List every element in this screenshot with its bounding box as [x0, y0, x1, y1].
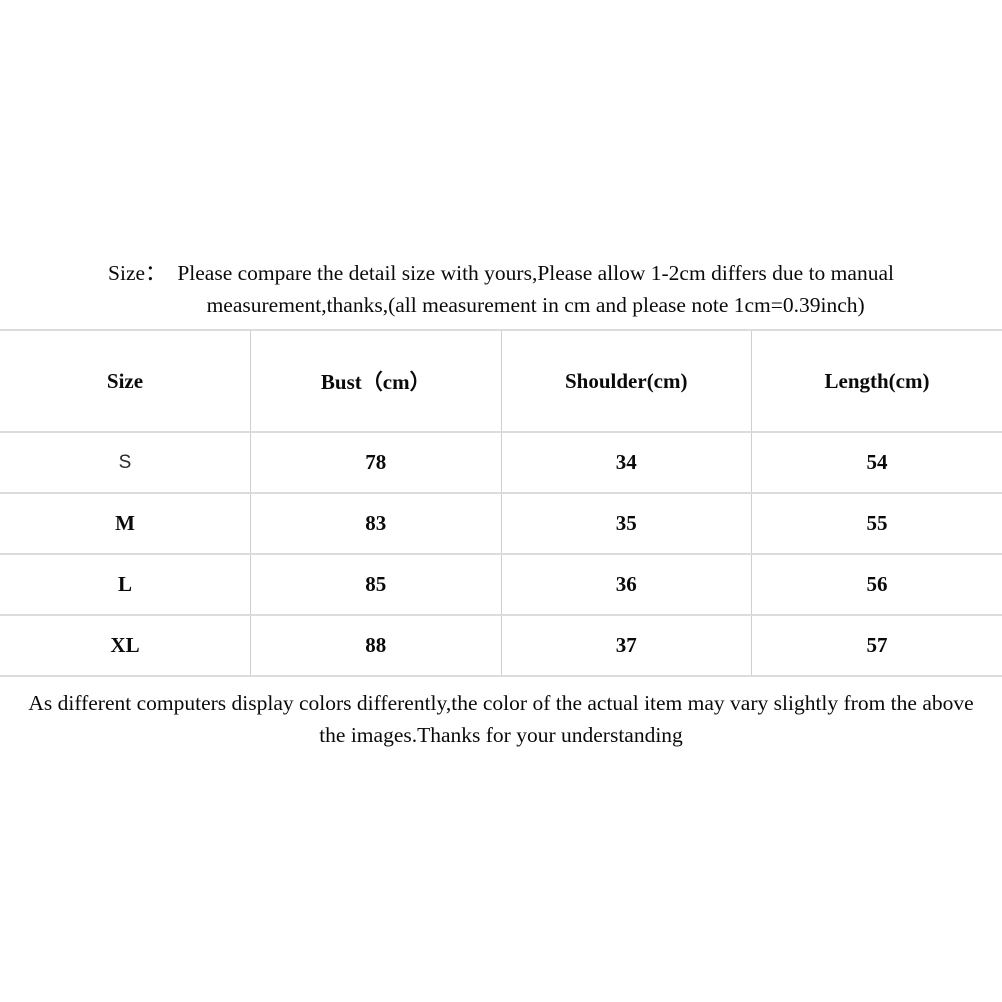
- size-note-line-2: measurement,thanks,(all measurement in c…: [206, 293, 865, 317]
- shoulder-cell: 34: [500, 431, 752, 494]
- bust-cell: 83: [250, 492, 502, 555]
- size-cell: M: [0, 492, 251, 555]
- size-note-text: Please compare the detail size with your…: [177, 257, 894, 321]
- shoulder-cell: 37: [500, 614, 752, 677]
- bust-cell: 85: [250, 553, 502, 616]
- header-bust: Bust（cm）: [250, 329, 502, 433]
- size-note-label: Size：: [108, 261, 178, 285]
- shoulder-cell: 36: [500, 553, 752, 616]
- length-cell: 55: [751, 492, 1002, 555]
- size-table: Size Bust（cm） Shoulder(cm) Length(cm) S …: [0, 329, 1002, 677]
- size-cell: L: [0, 553, 251, 616]
- color-disclaimer: As different computers display colors di…: [0, 687, 1002, 751]
- bust-cell: 78: [250, 431, 502, 494]
- header-length: Length(cm): [751, 329, 1002, 433]
- table-row-s: S 78 34 54: [0, 431, 1002, 494]
- bust-cell: 88: [250, 614, 502, 677]
- table-row-l: L 85 36 56: [0, 553, 1002, 616]
- shoulder-cell: 35: [500, 492, 752, 555]
- header-shoulder: Shoulder(cm): [500, 329, 752, 433]
- header-size: Size: [0, 329, 251, 433]
- color-disclaimer-line-1: As different computers display colors di…: [28, 691, 974, 715]
- length-cell: 56: [751, 553, 1002, 616]
- length-cell: 57: [751, 614, 1002, 677]
- size-cell: S: [0, 431, 251, 494]
- table-row-xl: XL 88 37 57: [0, 614, 1002, 677]
- size-note-line-1: Please compare the detail size with your…: [177, 261, 894, 285]
- size-cell: XL: [0, 614, 251, 677]
- color-disclaimer-line-2: the images.Thanks for your understanding: [319, 723, 683, 747]
- table-row-m: M 83 35 55: [0, 492, 1002, 555]
- size-note: Size： Please compare the detail size wit…: [0, 0, 1002, 321]
- size-table-header-row: Size Bust（cm） Shoulder(cm) Length(cm): [0, 329, 1002, 433]
- length-cell: 54: [751, 431, 1002, 494]
